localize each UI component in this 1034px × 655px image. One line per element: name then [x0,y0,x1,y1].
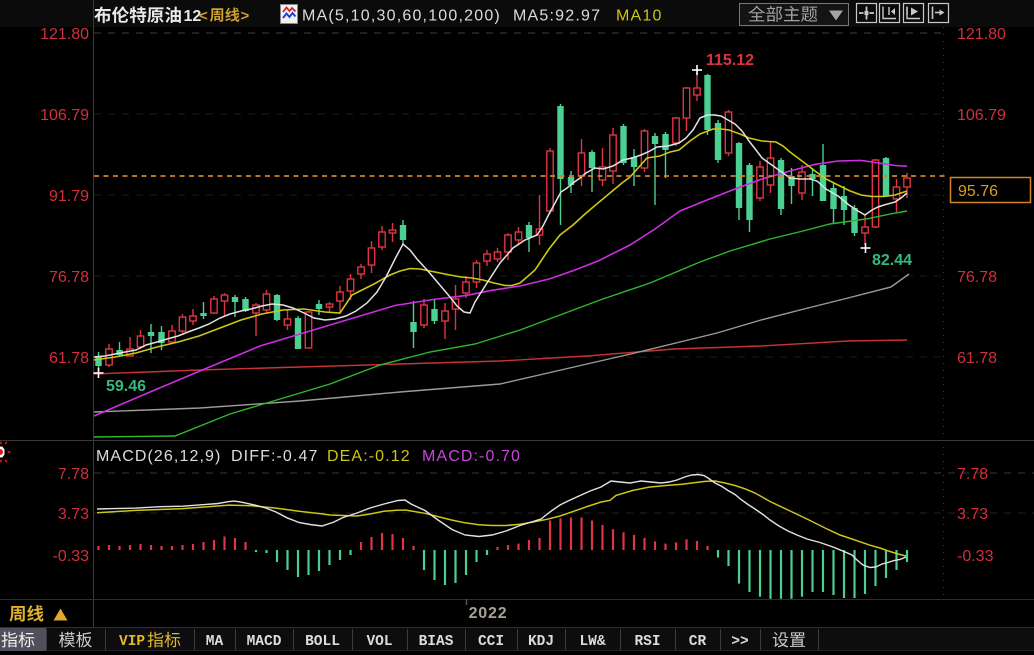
svg-text:MACD:-0.70: MACD:-0.70 [422,448,521,465]
svg-text:-0.33: -0.33 [53,548,90,565]
svg-text:BIAS: BIAS [419,634,454,650]
svg-text:CCI: CCI [478,634,504,650]
svg-text:VOL: VOL [366,634,392,650]
svg-text:7.78: 7.78 [58,466,89,483]
svg-text:MA5:92.97: MA5:92.97 [513,8,601,25]
svg-text:76.78: 76.78 [49,269,89,286]
svg-text:61.78: 61.78 [957,350,997,367]
svg-text:MACD(26,12,9): MACD(26,12,9) [96,448,221,465]
svg-text:>>: >> [731,634,748,650]
svg-text:DIFF:-0.47: DIFF:-0.47 [231,448,318,465]
svg-text:76.78: 76.78 [957,269,997,286]
svg-text:91.79: 91.79 [49,188,89,205]
svg-text:12: 12 [184,8,202,25]
svg-text:MA10: MA10 [616,8,663,25]
svg-text:82.44: 82.44 [872,252,912,269]
svg-text:3.73: 3.73 [58,506,89,523]
svg-text:RSI: RSI [634,634,660,650]
svg-text:115.12: 115.12 [706,52,754,69]
svg-text:MA: MA [206,634,224,650]
svg-text:MACD: MACD [247,634,282,650]
svg-text:KDJ: KDJ [528,634,554,650]
svg-text:DEA:-0.12: DEA:-0.12 [327,448,411,465]
svg-text:106.79: 106.79 [957,107,1006,124]
svg-text:106.79: 106.79 [40,107,89,124]
svg-text:95.76: 95.76 [958,183,998,200]
svg-text:CR: CR [689,634,707,650]
svg-text:<: < [199,8,208,25]
svg-text:MA(5,10,30,60,100,200): MA(5,10,30,60,100,200) [302,8,501,25]
svg-text:61.78: 61.78 [49,350,89,367]
svg-text:>: > [241,8,250,25]
svg-text:-0.33: -0.33 [957,548,994,565]
svg-text:2022: 2022 [469,605,508,622]
svg-text:BOLL: BOLL [305,634,340,650]
svg-text:VIP: VIP [119,634,145,650]
svg-text:LW&: LW& [579,634,605,650]
svg-text:7.78: 7.78 [957,466,988,483]
svg-text:3.73: 3.73 [957,506,988,523]
svg-text:59.46: 59.46 [106,378,146,395]
svg-text:121.80: 121.80 [40,26,89,43]
svg-text:121.80: 121.80 [957,26,1006,43]
